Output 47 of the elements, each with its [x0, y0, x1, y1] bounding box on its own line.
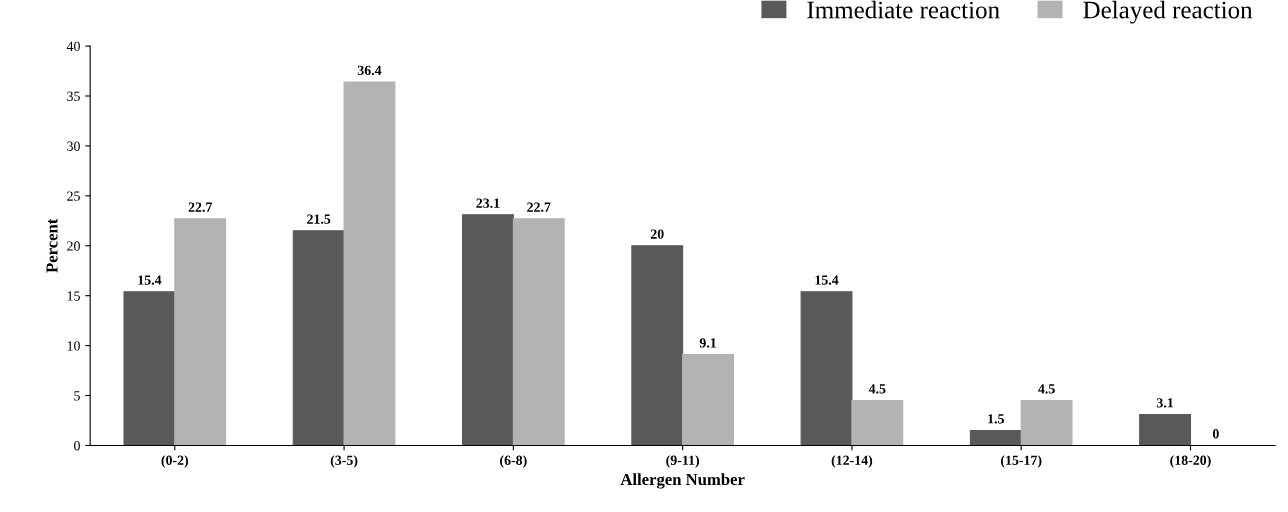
data-label: 1.5 — [988, 414, 1004, 424]
x-tick-label: (18-20) — [1170, 455, 1211, 468]
data-label: 20 — [650, 229, 664, 239]
data-label: 0 — [1212, 429, 1219, 439]
data-label: 3.1 — [1156, 398, 1174, 408]
y-tick-label: 15 — [67, 291, 80, 301]
y-tick-label: 20 — [67, 241, 80, 251]
data-label: 4.5 — [1038, 384, 1055, 394]
bar — [462, 214, 514, 446]
bar — [343, 81, 396, 446]
bar — [969, 429, 1022, 446]
y-tick-label: 5 — [74, 391, 80, 401]
bar — [1139, 413, 1192, 446]
data-label: 15.4 — [138, 275, 162, 285]
data-label: 21.5 — [307, 214, 331, 224]
x-tick-label: (6-8) — [500, 455, 527, 468]
bar — [512, 218, 565, 446]
bar — [292, 230, 345, 446]
legend-label: Delayed reaction — [1083, 0, 1253, 24]
x-axis-title: Allergen Number — [620, 473, 745, 489]
y-tick-label: 40 — [66, 41, 80, 52]
bar — [174, 218, 227, 446]
data-label: 22.7 — [188, 202, 213, 212]
data-label: 23.1 — [476, 198, 500, 208]
y-tick-label: 35 — [67, 91, 80, 101]
x-tick-label: (0-2) — [161, 455, 189, 468]
bar — [682, 354, 734, 446]
bar — [851, 399, 904, 446]
x-tick-label: (3-5) — [330, 455, 358, 468]
y-tick-label: 10 — [67, 341, 80, 351]
bar — [631, 245, 684, 446]
x-tick-label: (15-17) — [1000, 455, 1042, 468]
data-label: 9.1 — [699, 338, 716, 348]
data-label: 22.7 — [527, 202, 551, 212]
data-label: 36.4 — [357, 65, 382, 76]
legend-label: Immediate reaction — [807, 0, 1000, 19]
x-tick-label: (12-14) — [831, 455, 873, 468]
y-axis-title: Percent — [46, 218, 58, 273]
data-label: 15.4 — [815, 275, 839, 285]
data-label: 4.5 — [868, 384, 886, 394]
y-tick-label: 30 — [67, 141, 80, 151]
bar — [800, 291, 853, 446]
bar — [123, 291, 176, 446]
bar — [1020, 399, 1073, 446]
y-tick-label: 0 — [74, 441, 80, 451]
x-tick-label: (9-11) — [666, 455, 699, 468]
y-tick-label: 25 — [67, 191, 80, 201]
